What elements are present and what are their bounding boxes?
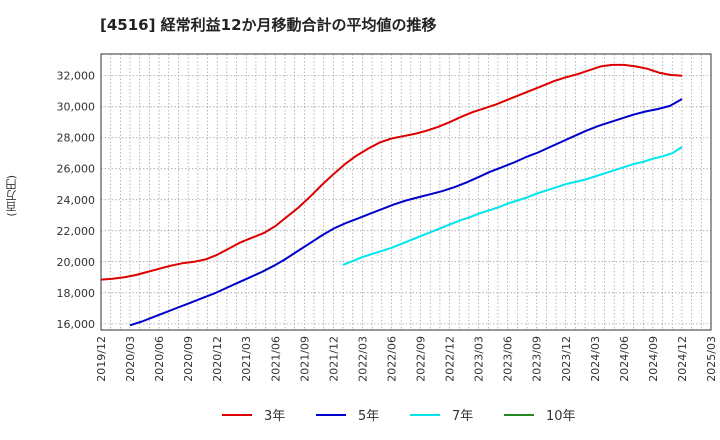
x-tick-label: 2025/03 bbox=[705, 336, 718, 382]
x-tick-label: 2022/12 bbox=[444, 336, 457, 382]
chart-title: [4516] 経常利益12か月移動合計の平均値の推移 bbox=[100, 16, 437, 34]
x-tick-label: 2021/12 bbox=[327, 336, 340, 382]
x-tick-label: 2024/09 bbox=[647, 336, 660, 382]
x-tick-label: 2023/06 bbox=[502, 336, 515, 382]
y-tick-label: 32,000 bbox=[57, 70, 96, 83]
plot-area bbox=[101, 54, 711, 330]
legend-label-1: 3年 bbox=[264, 409, 285, 424]
x-tick-label: 2021/03 bbox=[240, 336, 253, 382]
series-3y-line bbox=[100, 63, 683, 281]
x-tick-label: 2023/09 bbox=[531, 336, 544, 382]
series-5y-line bbox=[129, 98, 683, 327]
x-tick-label: 2024/06 bbox=[618, 336, 631, 382]
y-tick-label: 24,000 bbox=[57, 194, 96, 207]
x-tick-label: 2024/12 bbox=[676, 336, 689, 382]
x-tick-label: 2023/12 bbox=[560, 336, 573, 382]
x-tick-label: 2020/03 bbox=[124, 336, 137, 382]
x-tick-label: 2020/12 bbox=[211, 336, 224, 382]
x-tick-label: 2020/06 bbox=[153, 336, 166, 382]
x-tick-label: 2022/09 bbox=[415, 336, 428, 382]
x-tick-label: 2021/09 bbox=[298, 336, 311, 382]
y-tick-label: 26,000 bbox=[57, 163, 96, 176]
x-tick-label: 2022/06 bbox=[385, 336, 398, 382]
x-tick-label: 2019/12 bbox=[95, 336, 108, 382]
x-tick-label: 2023/03 bbox=[473, 336, 486, 382]
legend-label-4: 10年 bbox=[546, 409, 576, 424]
x-tick-label: 2022/03 bbox=[356, 336, 369, 382]
x-tick-label: 2020/09 bbox=[182, 336, 195, 382]
y-tick-label: 20,000 bbox=[57, 256, 96, 269]
legend-label-3: 7年 bbox=[452, 409, 473, 424]
x-tick-label: 2024/03 bbox=[589, 336, 602, 382]
series-7y-line bbox=[342, 146, 683, 266]
y-tick-label: 30,000 bbox=[57, 101, 96, 114]
plot-border bbox=[100, 53, 712, 331]
x-tick-label: 2021/06 bbox=[269, 336, 282, 382]
y-tick-label: 28,000 bbox=[57, 132, 96, 145]
y-tick-label: 18,000 bbox=[57, 287, 96, 300]
legend-label-2: 5年 bbox=[358, 409, 379, 424]
y-tick-label: 16,000 bbox=[57, 318, 96, 331]
y-tick-label: 22,000 bbox=[57, 225, 96, 238]
